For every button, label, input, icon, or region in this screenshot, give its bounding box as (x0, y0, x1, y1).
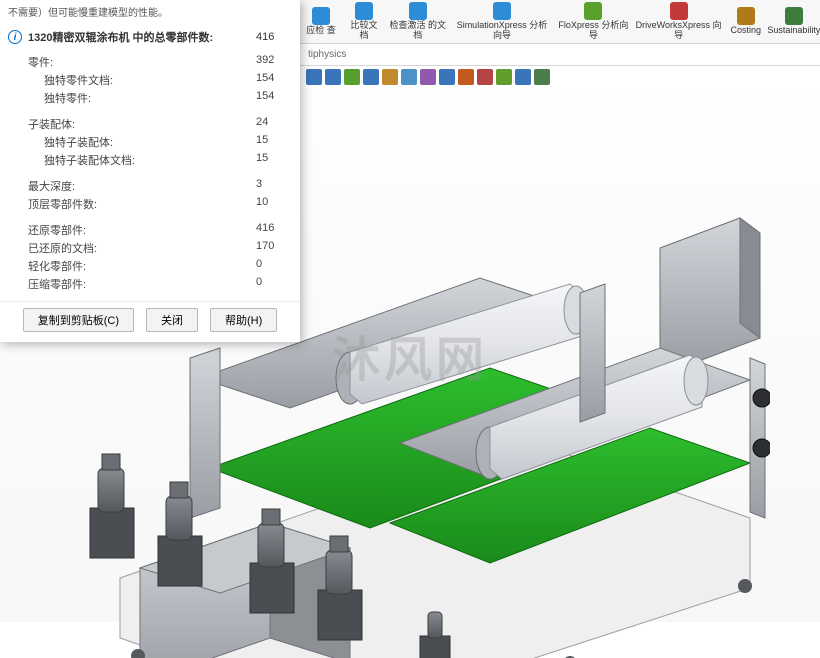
stat-key: 轻化零部件: (28, 258, 86, 274)
ribbon-btn-costing[interactable]: Costing (725, 0, 767, 42)
costing-icon (737, 7, 755, 25)
stat-row: 压缩零部件: 0 (28, 275, 292, 293)
tab-bar: tiphysics (300, 44, 820, 66)
toolbar-icon[interactable] (344, 69, 360, 85)
dialog-title: 1320精密双辊涂布机 中的总零部件数: (28, 29, 250, 45)
view-toolbar (300, 66, 820, 88)
sustainability-icon (785, 7, 803, 25)
simulation-icon (493, 2, 511, 20)
copy-button[interactable]: 复制到剪贴板(C) (23, 308, 134, 332)
stat-value: 15 (256, 134, 292, 150)
stat-row: 独特子装配体文档: 15 (28, 151, 292, 169)
stat-row: 还原零部件: 416 (28, 221, 292, 239)
stat-value: 154 (256, 72, 292, 88)
statistics-dialog: 不需要）但可能慢重建模型的性能。 i 1320精密双辊涂布机 中的总零部件数: … (0, 0, 300, 342)
toolbar-icon[interactable] (382, 69, 398, 85)
toolbar-icon[interactable] (363, 69, 379, 85)
stat-value: 416 (256, 222, 292, 238)
stat-row: 独特零件: 154 (28, 89, 292, 107)
check-active-icon (409, 2, 427, 20)
ribbon-btn-check-active[interactable]: 检查激活 的文档 (386, 0, 450, 42)
dialog-header: i 1320精密双辊涂布机 中的总零部件数: 416 (0, 23, 300, 51)
stat-key: 独特零件文档: (28, 72, 113, 88)
dialog-body: 零件: 392 独特零件文档: 154 独特零件: 154 子装配体: 24 独特子装配体: 15… (0, 51, 300, 301)
stat-row: 已还原的文档: 170 (28, 239, 292, 257)
compare-icon (355, 2, 373, 20)
ribbon-btn-driveworks[interactable]: DriveWorksXpress 向导 (633, 0, 723, 42)
stat-row: 独特子装配体: 15 (28, 133, 292, 151)
stat-key: 零件: (28, 54, 53, 70)
close-button[interactable]: 关闭 (146, 308, 198, 332)
toolbar-icon[interactable] (496, 69, 512, 85)
stat-key: 压缩零部件: (28, 276, 86, 292)
toolbar-icon[interactable] (401, 69, 417, 85)
ribbon-btn-sustainability[interactable]: Sustainability (768, 0, 820, 42)
floxpress-icon (584, 2, 602, 20)
stat-row: 顶层零部件数: 10 (28, 195, 292, 213)
stat-value: 170 (256, 240, 292, 256)
dialog-total: 416 (256, 31, 292, 43)
stat-key: 独特子装配体文档: (28, 152, 135, 168)
stat-value: 3 (256, 178, 292, 194)
ribbon-btn-simulation[interactable]: SimulationXpress 分析向导 (451, 0, 554, 42)
stat-value: 15 (256, 152, 292, 168)
check-icon (312, 7, 330, 25)
stat-key: 独特零件: (28, 90, 91, 106)
toolbar-icon[interactable] (515, 69, 531, 85)
toolbar-icon[interactable] (458, 69, 474, 85)
stat-value: 154 (256, 90, 292, 106)
ribbon-btn-floxpress[interactable]: FloXpress 分析向 导 (554, 0, 632, 42)
stat-key: 独特子装配体: (28, 134, 113, 150)
toolbar-icon[interactable] (439, 69, 455, 85)
stat-key: 最大深度: (28, 178, 75, 194)
stat-key: 子装配体: (28, 116, 75, 132)
ribbon-btn-check[interactable]: 应检 查 (300, 0, 342, 42)
stat-row: 独特零件文档: 154 (28, 71, 292, 89)
stat-value: 0 (256, 258, 292, 274)
stat-value: 0 (256, 276, 292, 292)
dialog-hint: 不需要）但可能慢重建模型的性能。 (0, 0, 300, 23)
help-button[interactable]: 帮助(H) (210, 308, 277, 332)
toolbar-icon[interactable] (306, 69, 322, 85)
info-icon: i (8, 30, 22, 44)
ribbon-btn-compare[interactable]: 比较文 档 (343, 0, 385, 42)
stat-value: 24 (256, 116, 292, 132)
toolbar-icon[interactable] (477, 69, 493, 85)
toolbar-icon[interactable] (325, 69, 341, 85)
stat-row: 最大深度: 3 (28, 177, 292, 195)
dialog-buttons: 复制到剪贴板(C) 关闭 帮助(H) (0, 301, 300, 342)
driveworks-icon (670, 2, 688, 20)
stat-row: 轻化零部件: 0 (28, 257, 292, 275)
stat-key: 顶层零部件数: (28, 196, 97, 212)
stat-key: 还原零部件: (28, 222, 86, 238)
stat-value: 392 (256, 54, 292, 70)
stat-value: 10 (256, 196, 292, 212)
toolbar-icon[interactable] (534, 69, 550, 85)
stat-row: 子装配体: 24 (28, 115, 292, 133)
stat-key: 已还原的文档: (28, 240, 97, 256)
stat-row: 零件: 392 (28, 53, 292, 71)
tab-tiphysics[interactable]: tiphysics (302, 47, 352, 62)
toolbar-icon[interactable] (420, 69, 436, 85)
